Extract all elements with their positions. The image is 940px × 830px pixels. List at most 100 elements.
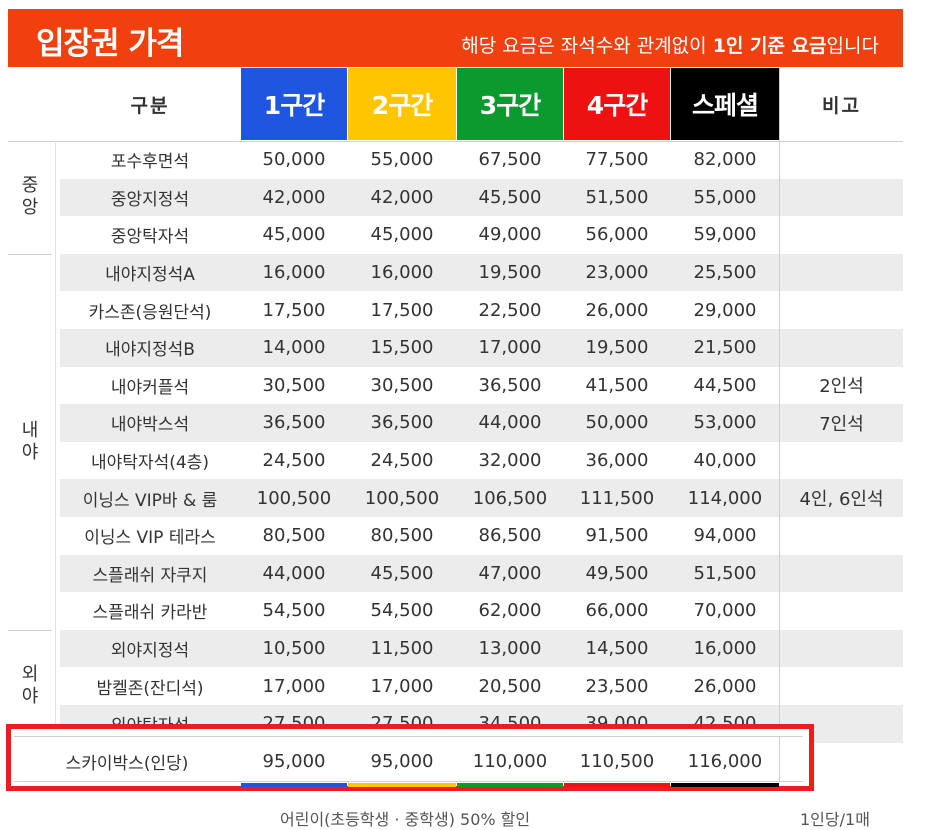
price-cell: 51,500	[693, 562, 757, 584]
skybox-highlight-box	[6, 724, 814, 791]
price-cell: 14,500	[585, 638, 649, 660]
price-cell: 42,000	[262, 186, 326, 208]
seat-name: 이닝스 VIP 테라스	[84, 528, 216, 549]
header-zone-1: 1구간	[241, 68, 347, 140]
price-cell: 36,500	[262, 412, 326, 434]
price-cell: 16,000	[370, 262, 434, 284]
price-cell: 100,500	[364, 487, 440, 509]
price-cell: 80,500	[370, 525, 434, 547]
price-cell: 10,500	[262, 638, 326, 660]
price-cell: 45,500	[370, 562, 434, 584]
price-cell: 26,000	[693, 675, 757, 697]
skybox-price: 95,000	[370, 750, 434, 772]
row-shade	[60, 178, 903, 217]
banner-title: 입장권 가격	[36, 26, 184, 62]
header-zone-2: 2구간	[348, 68, 456, 140]
cutoff-remark: 1인당/1매	[800, 810, 870, 829]
group-divider-vertical	[55, 141, 56, 743]
price-cell: 82,000	[693, 149, 757, 171]
remark-cell	[780, 555, 903, 593]
price-cell: 50,000	[262, 149, 326, 171]
price-cell: 54,500	[370, 600, 434, 622]
price-cell: 47,000	[478, 562, 542, 584]
price-cell: 25,500	[693, 262, 757, 284]
skybox-border	[14, 736, 803, 737]
price-cell: 16,000	[262, 262, 326, 284]
price-cell: 36,000	[585, 450, 649, 472]
remark-cell: 2인석	[819, 376, 864, 398]
price-cell: 45,000	[262, 224, 326, 246]
price-cell: 26,000	[585, 299, 649, 321]
remark-cell	[780, 667, 903, 705]
price-cell: 91,500	[585, 525, 649, 547]
seat-name: 밤켈존(잔디석)	[96, 678, 204, 699]
price-cell: 55,000	[693, 186, 757, 208]
skybox-price: 95,000	[262, 750, 326, 772]
group-divider	[8, 253, 52, 255]
price-cell: 21,500	[693, 337, 757, 359]
header-zone-3: 3구간	[457, 68, 563, 140]
banner-note: 해당 요금은 좌석수와 관계없이 1인 기준 요금입니다	[461, 31, 879, 58]
price-cell: 23,000	[585, 262, 649, 284]
remark-cell: 7인석	[819, 413, 864, 435]
price-cell: 17,500	[370, 299, 434, 321]
skybox-price: 110,000	[472, 750, 548, 772]
header-zone-special: 스페셜	[671, 68, 779, 140]
price-cell: 49,500	[585, 562, 649, 584]
price-cell: 50,000	[585, 412, 649, 434]
price-cell: 30,500	[262, 374, 326, 396]
price-cell: 16,000	[693, 638, 757, 660]
price-cell: 55,000	[370, 149, 434, 171]
header-category: 구분	[130, 94, 170, 117]
price-cell: 111,500	[579, 487, 655, 509]
price-cell: 17,000	[478, 337, 542, 359]
price-cell: 36,500	[478, 374, 542, 396]
price-cell: 94,000	[693, 525, 757, 547]
seat-name: 중앙탁자석	[110, 227, 190, 248]
price-cell: 114,000	[687, 487, 763, 509]
price-cell: 49,000	[478, 224, 542, 246]
price-cell: 24,500	[262, 450, 326, 472]
price-cell: 53,000	[693, 412, 757, 434]
price-cell: 14,000	[262, 337, 326, 359]
group-label: 외 야	[21, 664, 39, 708]
price-cell: 36,500	[370, 412, 434, 434]
remark-cell	[780, 141, 903, 179]
price-cell: 44,500	[693, 374, 757, 396]
price-cell: 30,500	[370, 374, 434, 396]
price-cell: 17,000	[370, 675, 434, 697]
price-cell: 45,000	[370, 224, 434, 246]
row-shade	[60, 629, 903, 668]
group-label: 내 야	[21, 419, 39, 463]
seat-name: 이닝스 VIP바 & 룸	[82, 490, 218, 511]
seat-name: 스플래쉬 카라반	[92, 603, 208, 624]
remark-cell	[780, 630, 903, 668]
row-shade	[60, 329, 903, 367]
price-cell: 17,000	[262, 675, 326, 697]
price-cell: 42,000	[370, 186, 434, 208]
seat-name: 외야지정석	[110, 641, 190, 662]
price-cell: 19,500	[478, 262, 542, 284]
header-remarks: 비고	[822, 94, 861, 117]
price-cell: 45,500	[478, 186, 542, 208]
table-top-border	[8, 141, 903, 142]
skybox-price: 110,500	[579, 750, 655, 772]
price-cell: 44,000	[478, 412, 542, 434]
price-cell: 100,500	[256, 487, 332, 509]
price-cell: 24,500	[370, 450, 434, 472]
price-cell: 66,000	[585, 600, 649, 622]
price-cell: 77,500	[585, 149, 649, 171]
price-cell: 86,500	[478, 525, 542, 547]
price-cell: 80,500	[262, 525, 326, 547]
price-cell: 51,500	[585, 186, 649, 208]
seat-name: 내야박스석	[110, 415, 190, 436]
price-cell: 15,500	[370, 337, 434, 359]
zone-color-strip	[348, 783, 456, 787]
remark-cell	[780, 291, 903, 329]
price-cell: 29,000	[693, 299, 757, 321]
seat-name: 내야지정석B	[105, 340, 195, 361]
price-cell: 20,500	[478, 675, 542, 697]
banner-note-suffix: 입니다	[826, 35, 879, 57]
row-shade	[60, 479, 903, 517]
skybox-remarks-divider	[779, 736, 780, 782]
